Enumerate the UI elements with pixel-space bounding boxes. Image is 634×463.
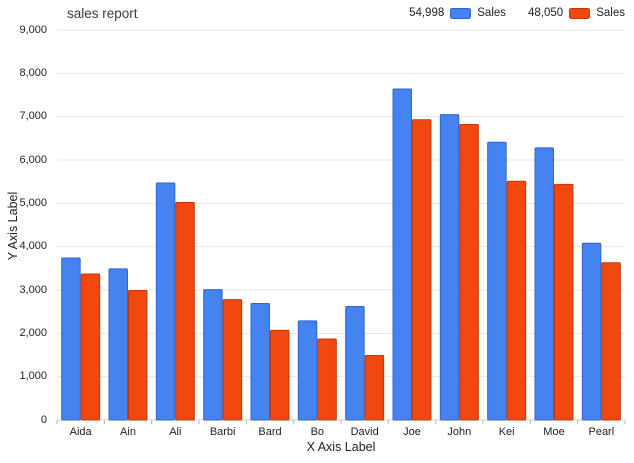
bar-aida-blue[interactable]	[61, 257, 81, 421]
y-tick-label: 3,000	[19, 283, 47, 296]
bar-kei-blue[interactable]	[487, 141, 507, 421]
y-tick-label: 5,000	[19, 196, 47, 209]
y-tick-label: 1,000	[19, 370, 47, 383]
legend-swatch-blue-icon	[450, 7, 472, 19]
bar-joe-red[interactable]	[412, 119, 432, 421]
bar-ain-blue[interactable]	[108, 268, 128, 421]
legend-item-sales-red[interactable]: 48,050 Sales	[528, 7, 625, 19]
bar-ain-red[interactable]	[128, 290, 148, 421]
bar-bo-blue[interactable]	[297, 320, 318, 421]
y-tick-label: 2,000	[19, 326, 47, 339]
bar-bo-red[interactable]	[317, 338, 337, 421]
x-category-label: Barbi	[209, 426, 236, 438]
x-category-label: Pearl	[588, 426, 615, 438]
x-category-label: David	[350, 426, 379, 438]
bar-david-blue[interactable]	[345, 306, 365, 421]
x-category-label: Kei	[498, 426, 515, 438]
legend-series-label: Sales	[477, 7, 507, 19]
bar-barbi-blue[interactable]	[203, 289, 223, 421]
x-category-label: Moe	[543, 426, 565, 438]
bar-joe-blue[interactable]	[392, 88, 412, 421]
bar-david-red[interactable]	[364, 355, 385, 421]
x-category-label: Ain	[120, 426, 136, 438]
bar-barbi-red[interactable]	[222, 299, 243, 421]
bar-ali-red[interactable]	[175, 202, 195, 421]
bar-ali-blue[interactable]	[155, 182, 176, 421]
bar-kei-red[interactable]	[506, 180, 527, 421]
legend-item-sales-blue[interactable]: 54,998 Sales	[409, 7, 506, 19]
bar-john-blue[interactable]	[439, 114, 460, 421]
legend-series-total: 54,998	[409, 7, 445, 19]
y-tick-label: 6,000	[19, 153, 47, 166]
bar-bard-red[interactable]	[270, 329, 290, 421]
x-category-label: Bo	[310, 426, 325, 438]
y-tick-label: 8,000	[19, 66, 47, 79]
bar-aida-red[interactable]	[80, 273, 101, 421]
legend-series-label: Sales	[596, 7, 625, 19]
chart-title: sales report	[67, 6, 138, 21]
x-category-label: Ali	[169, 426, 182, 438]
bar-pearl-blue[interactable]	[581, 242, 602, 421]
bar-moe-red[interactable]	[554, 183, 574, 421]
x-category-label: Bard	[258, 426, 282, 438]
bar-moe-blue[interactable]	[534, 147, 554, 421]
bar-bard-blue[interactable]	[250, 303, 270, 421]
y-tick-label: 0	[40, 413, 47, 426]
legend-swatch-red-icon	[569, 7, 591, 19]
x-category-label: John	[447, 426, 472, 438]
y-tick-label: 9,000	[19, 23, 47, 36]
legend: 54,998 Sales 48,050 Sales	[409, 7, 625, 19]
y-tick-label: 7,000	[19, 110, 47, 123]
bar-pearl-red[interactable]	[601, 262, 621, 421]
y-tick-label: 4,000	[19, 240, 47, 253]
legend-series-total: 48,050	[528, 7, 564, 19]
x-category-label: Aida	[69, 426, 92, 438]
bar-john-red[interactable]	[459, 124, 479, 421]
x-axis-title: X Axis Label	[306, 440, 376, 454]
x-category-label: Joe	[403, 426, 421, 438]
